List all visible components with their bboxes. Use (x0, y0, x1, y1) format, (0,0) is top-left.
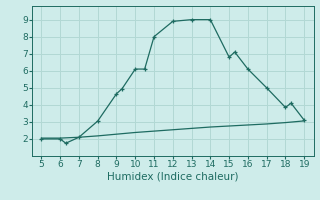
X-axis label: Humidex (Indice chaleur): Humidex (Indice chaleur) (107, 172, 238, 182)
